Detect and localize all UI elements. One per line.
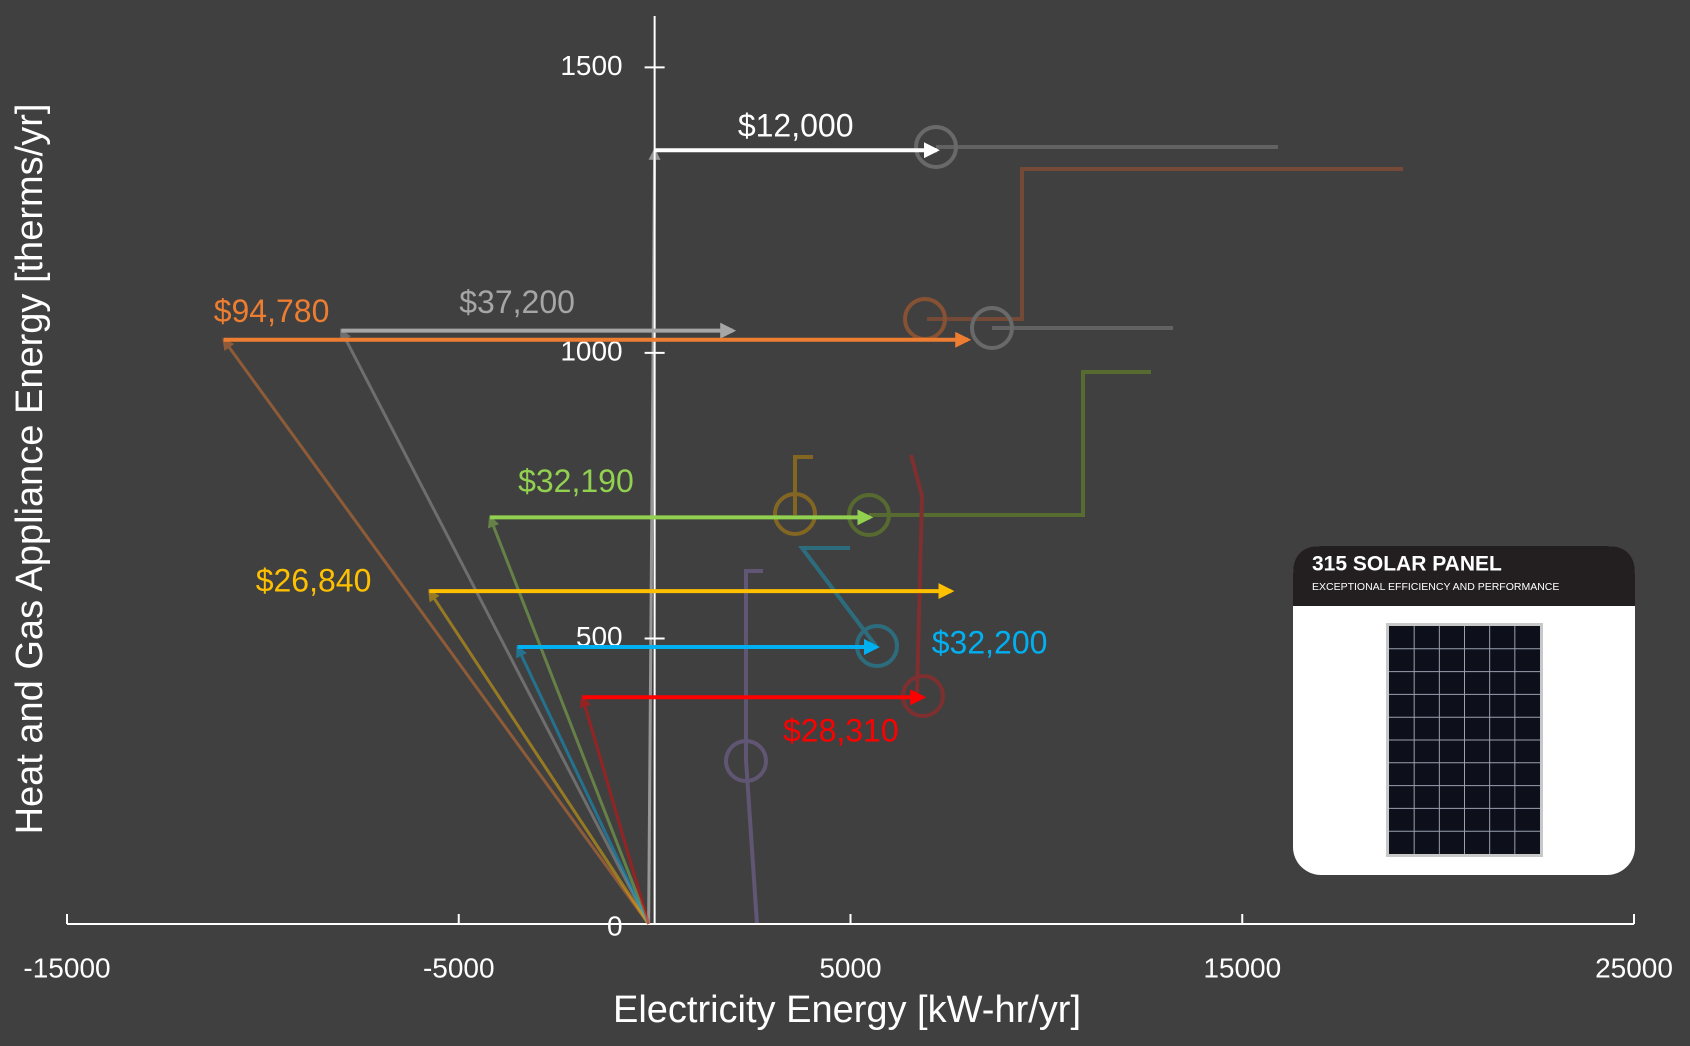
- card-title: 315 SOLAR PANEL: [1312, 553, 1502, 576]
- x-tick-label: 15000: [1203, 952, 1281, 983]
- fan-line: [487, 515, 651, 925]
- fan-line: [339, 328, 650, 925]
- cost-label: $26,840: [256, 563, 372, 599]
- cost-label: $37,200: [459, 284, 575, 320]
- end-circle: [773, 492, 817, 536]
- cost-label: $32,200: [932, 624, 1048, 660]
- cost-label: $12,000: [738, 108, 854, 144]
- x-tick-label: 25000: [1595, 952, 1673, 983]
- cost-label: $94,780: [214, 293, 330, 329]
- end-circle: [914, 125, 958, 169]
- fan-line: [222, 337, 650, 925]
- step-line: [927, 167, 1403, 321]
- fan-line: [647, 147, 661, 925]
- cost-label: $28,310: [783, 713, 899, 749]
- x-tick-label: -15000: [23, 952, 110, 983]
- y-tick-label: 1500: [560, 50, 622, 81]
- card-subtitle: EXCEPTIONAL EFFICIENCY AND PERFORMANCE: [1312, 581, 1559, 593]
- step-line: [793, 455, 813, 515]
- y-axis-title: Heat and Gas Appliance Energy [therms/yr…: [9, 104, 51, 835]
- end-circle: [847, 493, 891, 537]
- step-line: [797, 546, 878, 648]
- step-line: [744, 569, 763, 925]
- y-tick-label: 0: [607, 910, 623, 941]
- end-circle: [724, 739, 768, 783]
- fan-line: [579, 694, 651, 925]
- step-line: [869, 370, 1151, 517]
- panel-grid: [1389, 626, 1540, 854]
- x-tick-label: -5000: [423, 952, 495, 983]
- fan-line: [428, 589, 650, 925]
- solar-panel-card: 315 SOLAR PANEL EXCEPTIONAL EFFICIENCY A…: [1293, 546, 1635, 875]
- cost-label: $32,190: [518, 463, 634, 499]
- decorations: [724, 125, 1403, 925]
- x-tick-label: 5000: [819, 952, 881, 983]
- x-axis-title: Electricity Energy [kW-hr/yr]: [613, 989, 1081, 1031]
- card-header: [1293, 546, 1635, 606]
- end-circle: [970, 306, 1014, 350]
- fan-line: [516, 644, 650, 925]
- step-line: [909, 454, 925, 697]
